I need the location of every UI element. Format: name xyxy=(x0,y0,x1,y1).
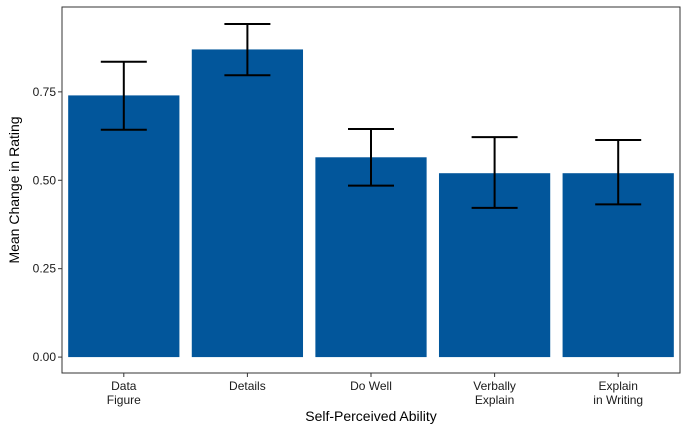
x-tick-label-line: Explain xyxy=(475,393,514,407)
x-tick-label-line: in Writing xyxy=(593,393,643,407)
x-tick-label: Verbally Explain xyxy=(473,379,516,407)
x-axis-title: Self-Perceived Ability xyxy=(305,408,437,424)
y-tick-label: 0.75 xyxy=(33,85,57,99)
y-axis: 0.00 0.25 0.50 0.75 xyxy=(33,85,62,364)
error-bars-layer xyxy=(100,22,642,209)
bar xyxy=(191,49,304,358)
bar xyxy=(68,95,180,358)
x-tick-label: Explain in Writing xyxy=(593,379,643,407)
x-tick-label-line: Details xyxy=(229,379,266,393)
bar xyxy=(315,157,427,358)
y-tick-label: 0.00 xyxy=(33,350,57,364)
x-tick-label: Details xyxy=(229,379,266,393)
y-tick-label: 0.25 xyxy=(33,262,57,276)
x-tick-label: Data Figure xyxy=(107,379,141,407)
x-tick-label-line: Data xyxy=(111,379,137,393)
x-tick-label-line: Explain xyxy=(599,379,638,393)
x-tick-label-line: Do Well xyxy=(350,379,392,393)
x-tick-label-line: Figure xyxy=(107,393,141,407)
x-tick-label-line: Verbally xyxy=(473,379,516,393)
y-tick-label: 0.50 xyxy=(33,173,57,187)
x-tick-label: Do Well xyxy=(350,379,392,393)
y-axis-title: Mean Change in Rating xyxy=(6,116,22,263)
